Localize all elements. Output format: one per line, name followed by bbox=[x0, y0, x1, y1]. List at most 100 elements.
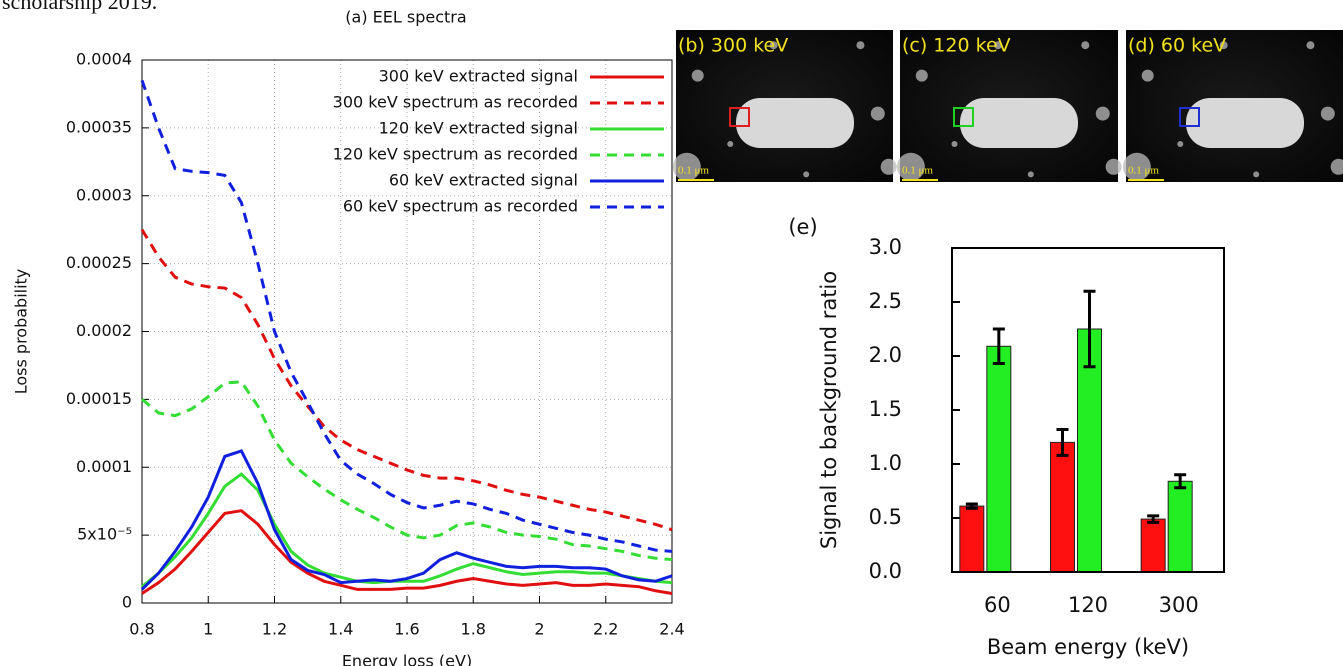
y-tick-label: 0.5 bbox=[869, 505, 902, 529]
particle bbox=[856, 41, 865, 50]
scale-label: 0.1 μm bbox=[678, 165, 709, 177]
x-axis-label: Beam energy (keV) bbox=[987, 635, 1189, 659]
y-tick-label: 1.0 bbox=[869, 451, 902, 475]
y-tick-label: 2.0 bbox=[869, 343, 902, 367]
particle bbox=[1177, 141, 1184, 147]
particle bbox=[803, 171, 810, 178]
chart-title: (a) EEL spectra bbox=[345, 8, 466, 27]
particle bbox=[915, 69, 928, 82]
nanorod bbox=[736, 98, 854, 148]
x-tick-label: 2.2 bbox=[593, 620, 618, 639]
legend-label: 300 keV spectrum as recorded bbox=[333, 93, 578, 112]
x-tick-label: 1.4 bbox=[328, 620, 353, 639]
y-axis-label: Signal to background ratio bbox=[817, 271, 841, 549]
bar bbox=[1167, 480, 1193, 573]
particle bbox=[769, 41, 778, 50]
y-tick-label: 0.0003 bbox=[76, 185, 132, 204]
legend-label: 300 keV extracted signal bbox=[379, 67, 578, 86]
x-tick-label: 1.8 bbox=[461, 620, 486, 639]
chart: (a) EEL spectra Energy loss (eV) Loss prob… bbox=[12, 8, 685, 666]
x-tick-label: 2.4 bbox=[659, 620, 684, 639]
error-bar bbox=[1056, 427, 1069, 457]
y-tick-label: 0.0004 bbox=[76, 50, 132, 69]
scale-label: 0.1 μm bbox=[1128, 165, 1159, 177]
particle bbox=[951, 141, 958, 147]
y-tick-label: 0.0002 bbox=[76, 321, 132, 340]
particle bbox=[880, 158, 897, 175]
x-tick-label: 2 bbox=[534, 620, 544, 639]
bar bbox=[1050, 441, 1075, 573]
roi-box bbox=[953, 107, 974, 127]
error-bar bbox=[1174, 473, 1187, 490]
particle bbox=[896, 152, 925, 181]
error-bar bbox=[1083, 289, 1096, 369]
particle bbox=[1253, 171, 1260, 178]
particle bbox=[870, 106, 885, 121]
particle bbox=[1219, 41, 1228, 50]
particle bbox=[1081, 41, 1090, 50]
legend-label: 120 keV spectrum as recorded bbox=[333, 145, 578, 164]
series-line bbox=[141, 472, 673, 588]
nanorod bbox=[1186, 98, 1304, 148]
roi-box bbox=[729, 107, 750, 127]
plot-frame bbox=[951, 247, 1225, 573]
plot-frame bbox=[141, 59, 673, 604]
panel-label: (d) 60 keV bbox=[1128, 35, 1226, 57]
particle bbox=[1095, 106, 1110, 121]
image-panel: (d) 60 keV 0.1 μm bbox=[1122, 30, 1343, 182]
error-bar bbox=[1147, 514, 1160, 524]
particle bbox=[1105, 158, 1122, 175]
legend-label: 60 keV extracted signal bbox=[389, 171, 578, 190]
particle bbox=[1306, 41, 1315, 50]
x-tick-label: 300 bbox=[1159, 593, 1199, 617]
particle bbox=[691, 69, 704, 82]
header-fragment: scholarship 2019. bbox=[2, 0, 157, 14]
particle bbox=[1027, 171, 1034, 178]
y-tick-label: 2.5 bbox=[869, 289, 902, 313]
nanorod bbox=[960, 98, 1078, 148]
y-tick-label: 0 bbox=[122, 593, 132, 612]
image-panel: (c) 120 keV 0.1 μm bbox=[896, 30, 1122, 182]
chart-title: (e) bbox=[788, 215, 817, 239]
bar bbox=[1140, 518, 1166, 573]
legend-label: 60 keV spectrum as recorded bbox=[343, 197, 578, 216]
x-tick-label: 1.2 bbox=[262, 620, 287, 639]
error-bar bbox=[992, 327, 1005, 366]
series-line bbox=[140, 79, 673, 553]
y-tick-label: 0.00035 bbox=[66, 117, 132, 136]
x-tick-label: 0.8 bbox=[129, 620, 154, 639]
particle bbox=[1122, 152, 1151, 181]
particle bbox=[1141, 69, 1154, 82]
series-line bbox=[140, 228, 673, 532]
y-axis-label: Loss probability bbox=[12, 269, 31, 395]
particle bbox=[1330, 158, 1343, 175]
x-tick-label: 1 bbox=[203, 620, 213, 639]
bar bbox=[959, 505, 985, 573]
bar bbox=[986, 345, 1012, 573]
roi-box bbox=[1179, 107, 1200, 127]
particle bbox=[994, 41, 1003, 50]
x-axis-label: Energy loss (eV) bbox=[342, 652, 472, 666]
image-panel: (b) 300 keV 0.1 μm bbox=[672, 30, 897, 182]
particle bbox=[1320, 106, 1335, 121]
legend-label: 120 keV extracted signal bbox=[379, 119, 578, 138]
particle bbox=[672, 152, 701, 181]
scale-label: 0.1 μm bbox=[902, 165, 933, 177]
particle bbox=[727, 141, 734, 147]
x-tick-label: 60 bbox=[984, 593, 1011, 617]
series-line bbox=[140, 449, 673, 591]
y-tick-label: 0.00025 bbox=[66, 253, 132, 272]
panel-label: (b) 300 keV bbox=[678, 35, 788, 57]
panel-label: (c) 120 keV bbox=[902, 35, 1011, 57]
x-tick-label: 1.6 bbox=[394, 620, 419, 639]
chart: (e) Beam energy (keV) Signal to background… bbox=[788, 215, 1225, 659]
series-line bbox=[141, 509, 673, 595]
x-tick-label: 120 bbox=[1068, 593, 1108, 617]
y-tick-label: 0.0 bbox=[869, 559, 902, 583]
series-line bbox=[141, 380, 673, 562]
y-tick-label: 5x10⁻⁵ bbox=[77, 525, 132, 544]
y-tick-label: 3.0 bbox=[869, 235, 902, 259]
error-bar bbox=[965, 502, 978, 510]
y-tick-label: 0.0001 bbox=[76, 457, 132, 476]
